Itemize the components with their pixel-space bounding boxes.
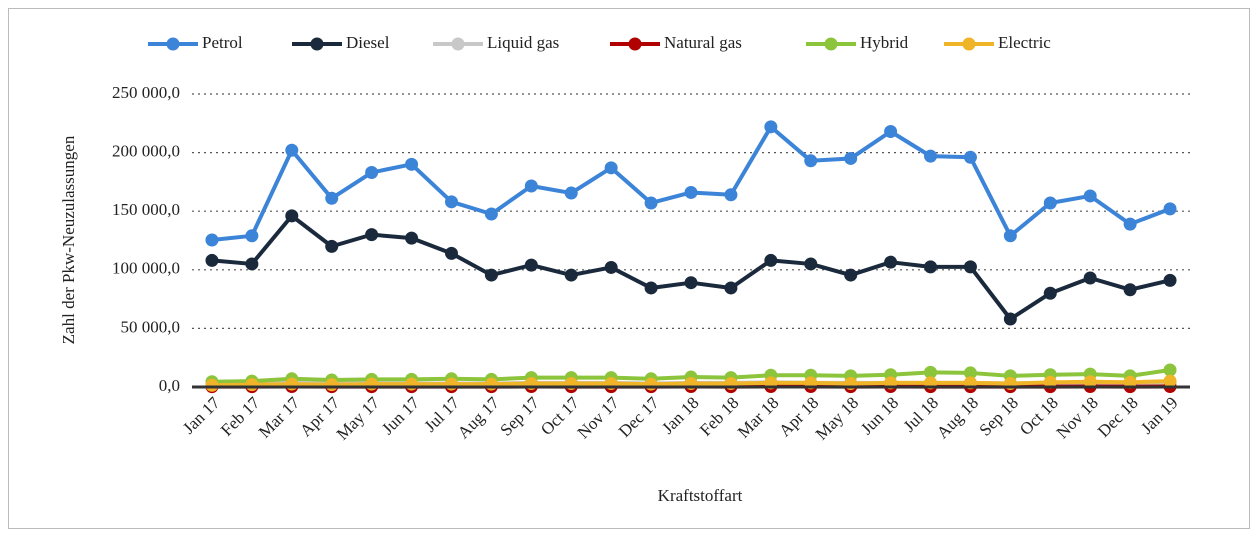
- x-axis-title: Kraftstoffart: [658, 486, 743, 505]
- point: [685, 276, 698, 289]
- point: [1164, 202, 1177, 215]
- y-axis-title: Zahl der Pkw-Neuzulassungen: [59, 135, 78, 344]
- point: [205, 254, 218, 267]
- point: [365, 378, 378, 391]
- point: [804, 257, 817, 270]
- y-tick-label: 250 000,0: [112, 83, 180, 102]
- legend-label: Electric: [998, 33, 1051, 52]
- point: [485, 208, 498, 221]
- point: [804, 154, 817, 167]
- point: [724, 188, 737, 201]
- point: [525, 180, 538, 193]
- legend-label: Diesel: [346, 33, 390, 52]
- point: [645, 281, 658, 294]
- point: [924, 150, 937, 163]
- point: [645, 378, 658, 391]
- point: [964, 260, 977, 273]
- point: [924, 260, 937, 273]
- y-tick-label: 150 000,0: [112, 200, 180, 219]
- point: [445, 195, 458, 208]
- legend-marker: [629, 38, 642, 51]
- point: [844, 152, 857, 165]
- point: [1164, 274, 1177, 287]
- point: [485, 378, 498, 391]
- point: [205, 379, 218, 392]
- legend-marker: [452, 38, 465, 51]
- point: [205, 234, 218, 247]
- legend-marker: [825, 38, 838, 51]
- point: [445, 378, 458, 391]
- point: [405, 232, 418, 245]
- point: [325, 378, 338, 391]
- point: [525, 259, 538, 272]
- point: [1004, 229, 1017, 242]
- point: [1124, 283, 1137, 296]
- point: [1164, 364, 1177, 377]
- legend-label: Natural gas: [664, 33, 742, 52]
- legend-marker: [963, 38, 976, 51]
- point: [605, 161, 618, 174]
- point: [285, 144, 298, 157]
- point: [1044, 196, 1057, 209]
- y-tick-label: 0,0: [159, 376, 180, 395]
- point: [245, 378, 258, 391]
- legend-marker: [311, 38, 324, 51]
- point: [445, 247, 458, 260]
- legend-label: Liquid gas: [487, 33, 559, 52]
- point: [245, 229, 258, 242]
- point: [365, 166, 378, 179]
- point: [724, 281, 737, 294]
- point: [285, 378, 298, 391]
- point: [285, 209, 298, 222]
- y-tick-label: 100 000,0: [112, 259, 180, 278]
- point: [565, 187, 578, 200]
- point: [1004, 313, 1017, 326]
- point: [325, 192, 338, 205]
- point: [405, 378, 418, 391]
- point: [1044, 287, 1057, 300]
- point: [325, 240, 338, 253]
- point: [365, 228, 378, 241]
- point: [405, 158, 418, 171]
- point: [1084, 272, 1097, 285]
- point: [764, 120, 777, 133]
- chart-frame: [9, 9, 1250, 529]
- point: [565, 269, 578, 282]
- point: [884, 256, 897, 269]
- point: [964, 151, 977, 164]
- y-tick-label: 50 000,0: [121, 317, 181, 336]
- legend-label: Hybrid: [860, 33, 909, 52]
- legend-label: Petrol: [202, 33, 243, 52]
- point: [844, 269, 857, 282]
- point: [605, 261, 618, 274]
- point: [764, 254, 777, 267]
- point: [485, 269, 498, 282]
- y-tick-label: 200 000,0: [112, 142, 180, 161]
- point: [1124, 218, 1137, 231]
- point: [645, 196, 658, 209]
- point: [1084, 189, 1097, 202]
- point: [685, 186, 698, 199]
- legend-marker: [167, 38, 180, 51]
- point: [245, 257, 258, 270]
- point: [884, 125, 897, 138]
